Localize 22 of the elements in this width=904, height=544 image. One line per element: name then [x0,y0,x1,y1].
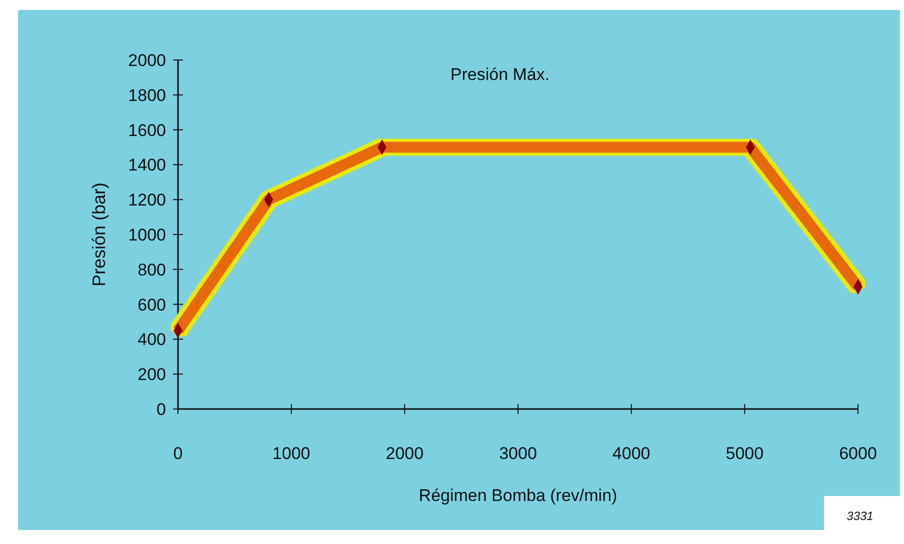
x-tick-label: 2000 [386,444,424,463]
x-tick-label: 5000 [726,444,764,463]
x-tick-label: 4000 [612,444,650,463]
x-tick-label: 0 [173,444,183,463]
y-tick-label: 2000 [128,50,166,70]
x-tick-label: 1000 [272,444,310,463]
y-axis-title: Presión (bar) [89,182,109,287]
text: 3331 [846,509,874,523]
y-tick-label: 400 [138,330,166,350]
y-tick-label: 600 [138,295,166,314]
y-tick-label: 200 [138,365,166,384]
y-tick-label: 1400 [128,156,166,175]
y-tick-label: 1600 [128,120,166,140]
y-tick-label: 0 [156,400,166,419]
x-axis-title: Régimen Bomba (rev/min) [418,486,618,505]
x-tick-label: 6000 [839,444,877,463]
y-tick-label: 1800 [128,86,166,105]
y-tick-label: 800 [138,260,166,280]
chart-title: Presión Máx. [450,65,550,84]
y-tick-label: 1000 [128,225,166,244]
y-tick-label: 1200 [128,190,166,210]
x-tick-label: 3000 [499,444,537,463]
